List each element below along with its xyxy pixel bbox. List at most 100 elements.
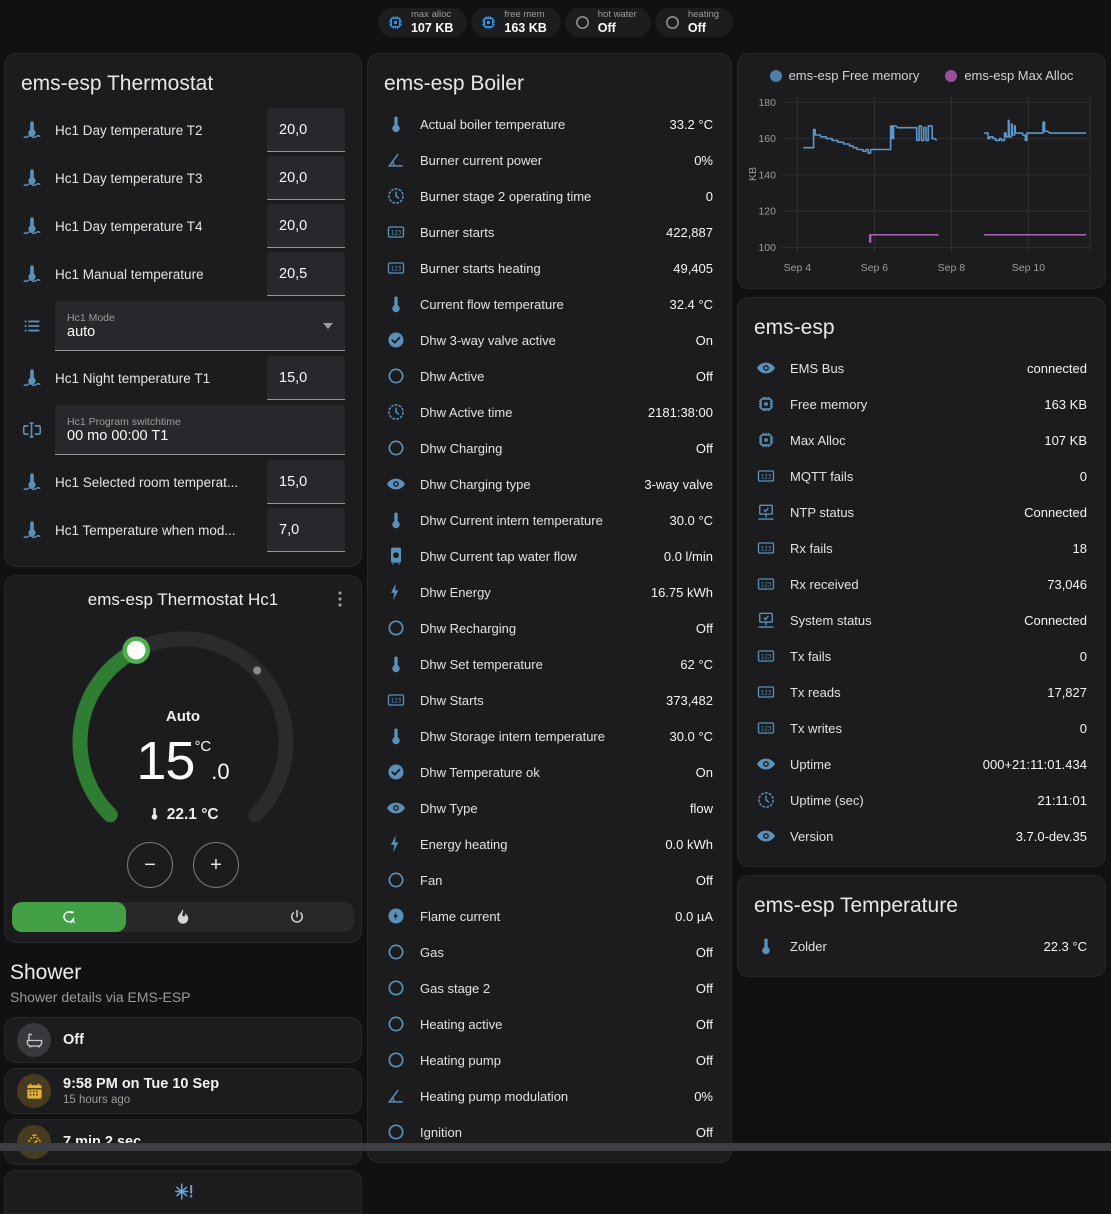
boiler-row[interactable]: Heating active Off [368, 1006, 731, 1042]
boiler-row[interactable]: Dhw Temperature ok On [368, 754, 731, 790]
ems-row[interactable]: 123 Rx received 73,046 [738, 566, 1105, 602]
memory-history-chart[interactable]: 100 120 140 160 180 Sep 4 Sep 6 Sep 8 Sep 10 KB [746, 89, 1097, 277]
ems-row[interactable]: Free memory 163 KB [738, 386, 1105, 422]
row-label: Current flow temperature [420, 296, 564, 312]
boiler-row[interactable]: Dhw Active Off [368, 358, 731, 394]
boiler-row[interactable]: Energy heating 0.0 kWh [368, 826, 731, 862]
thermostat-row[interactable]: Hc1 Day temperature T4 20,0 [5, 202, 361, 250]
row-label: Dhw Active [420, 368, 485, 384]
shower-tile[interactable]: 7 min 2 sec [4, 1119, 362, 1165]
dial-arc[interactable] [18, 612, 348, 874]
boiler-row[interactable]: Flame current 0.0 µA [368, 898, 731, 934]
ems-row[interactable]: Version 3.7.0-dev.35 [738, 818, 1105, 854]
boiler-row[interactable]: Dhw Active time 2181:38:00 [368, 394, 731, 430]
tile-icon-wrap [17, 1074, 51, 1108]
temperature-row[interactable]: Zolder 22.3 °C [738, 928, 1105, 964]
legend-item[interactable]: ems-esp Max Alloc [945, 68, 1073, 83]
thermostat-row[interactable]: Hc1 Temperature when mod... 7,0 [5, 506, 361, 554]
ems-row[interactable]: 123 MQTT fails 0 [738, 458, 1105, 494]
thermometer-water-icon [21, 519, 43, 541]
memory-history-chart-card: ems-esp Free memory ems-esp Max Alloc 100… [737, 53, 1106, 289]
dots-vertical-icon[interactable] [329, 588, 351, 610]
boiler-row[interactable]: Burner stage 2 operating time 0 [368, 178, 731, 214]
text-input[interactable]: Hc1 Program switchtime 00 mo 00:00 T1 [55, 405, 345, 455]
boiler-row[interactable]: Current flow temperature 32.4 °C [368, 286, 731, 322]
row-value: 32.4 °C [669, 296, 713, 312]
boiler-row[interactable]: Gas stage 2 Off [368, 970, 731, 1006]
thermostat-row[interactable]: Hc1 Day temperature T3 20,0 [5, 154, 361, 202]
row-value: 73,046 [1047, 576, 1087, 592]
row-label: Dhw Current intern temperature [420, 512, 603, 528]
thermostat-row[interactable]: Hc1 Mode auto [5, 298, 361, 354]
clock-icon [386, 402, 406, 422]
number-input[interactable]: 15,0 [267, 460, 345, 504]
boiler-row[interactable]: Gas Off [368, 934, 731, 970]
network-icon [756, 610, 776, 630]
ems-row[interactable]: Max Alloc 107 KB [738, 422, 1105, 458]
boiler-row[interactable]: Dhw Charging type 3-way valve [368, 466, 731, 502]
ems-row[interactable]: System status Connected [738, 602, 1105, 638]
ems-row[interactable]: Uptime (sec) 21:11:01 [738, 782, 1105, 818]
number-input[interactable]: 20,5 [267, 252, 345, 296]
row-label: Hc1 Night temperature T1 [55, 370, 211, 386]
field-value: auto [67, 323, 96, 340]
number-input[interactable]: 20,0 [267, 204, 345, 248]
boiler-row[interactable]: Dhw Current tap water flow 0.0 l/min [368, 538, 731, 574]
boiler-row[interactable]: 123 Burner starts 422,887 [368, 214, 731, 250]
number-input[interactable]: 20,0 [267, 156, 345, 200]
ems-row[interactable]: 123 Rx fails 18 [738, 530, 1105, 566]
boiler-row[interactable]: Actual boiler temperature 33.2 °C [368, 106, 731, 142]
badge-label: heating [687, 8, 720, 20]
boiler-row[interactable]: Dhw 3-way valve active On [368, 322, 731, 358]
row-value: Connected [1024, 504, 1087, 520]
boiler-row[interactable]: Fan Off [368, 862, 731, 898]
svg-text:Sep 8: Sep 8 [938, 262, 966, 274]
number-input[interactable]: 20,0 [267, 108, 345, 152]
shower-cold-water-tile[interactable] [4, 1170, 362, 1214]
boiler-row[interactable]: Dhw Storage intern temperature 30.0 °C [368, 718, 731, 754]
boiler-row[interactable]: Dhw Recharging Off [368, 610, 731, 646]
shower-tile[interactable]: Off [4, 1017, 362, 1063]
ems-row[interactable]: Uptime 000+21:11:01.434 [738, 746, 1105, 782]
horizontal-scrollbar[interactable] [0, 1143, 1111, 1151]
thermostat-card-title: ems-esp Thermostat [21, 72, 214, 95]
shower-tile[interactable]: 9:58 PM on Tue 10 Sep 15 hours ago [4, 1068, 362, 1114]
boiler-row[interactable]: Dhw Energy 16.75 kWh [368, 574, 731, 610]
thermostat-row[interactable]: Hc1 Program switchtime 00 mo 00:00 T1 [5, 402, 361, 458]
row-value: On [695, 764, 713, 780]
boiler-row[interactable]: Ignition Off [368, 1114, 731, 1150]
thermostat-row[interactable]: Hc1 Night temperature T1 15,0 [5, 354, 361, 402]
thermostat-row[interactable]: Hc1 Selected room temperat... 15,0 [5, 458, 361, 506]
boiler-row[interactable]: Heating pump modulation 0% [368, 1078, 731, 1114]
svg-text:180: 180 [758, 97, 776, 109]
boiler-row[interactable]: 123 Dhw Starts 373,482 [368, 682, 731, 718]
mode-off-button[interactable] [240, 902, 354, 932]
ems-row[interactable]: 123 Tx reads 17,827 [738, 674, 1105, 710]
ems-row[interactable]: EMS Bus connected [738, 350, 1105, 386]
thermostat-row[interactable]: Hc1 Manual temperature 20,5 [5, 250, 361, 298]
boiler-row[interactable]: Burner current power 0% [368, 142, 731, 178]
boiler-row[interactable]: Dhw Charging Off [368, 430, 731, 466]
mode-auto-button[interactable]: A [12, 902, 126, 932]
badge-hot-water[interactable]: hot water Off [564, 8, 651, 37]
decrease-temperature-button[interactable]: − [127, 842, 173, 888]
boiler-row[interactable]: Dhw Set temperature 62 °C [368, 646, 731, 682]
badge-max-alloc[interactable]: max alloc 107 KB [377, 8, 468, 37]
ems-row[interactable]: 123 Tx fails 0 [738, 638, 1105, 674]
ems-row[interactable]: NTP status Connected [738, 494, 1105, 530]
boiler-row[interactable]: Dhw Current intern temperature 30.0 °C [368, 502, 731, 538]
badge-heating[interactable]: heating Off [654, 8, 734, 37]
number-input[interactable]: 7,0 [267, 508, 345, 552]
boiler-row[interactable]: Dhw Type flow [368, 790, 731, 826]
boiler-row[interactable]: 123 Burner starts heating 49,405 [368, 250, 731, 286]
thermostat-row[interactable]: Hc1 Day temperature T2 20,0 [5, 106, 361, 154]
ems-row[interactable]: 123 Tx writes 0 [738, 710, 1105, 746]
row-value: 0 [705, 188, 713, 204]
mode-select[interactable]: Hc1 Mode auto [55, 301, 345, 351]
number-input[interactable]: 15,0 [267, 356, 345, 400]
boiler-row[interactable]: Heating pump Off [368, 1042, 731, 1078]
legend-item[interactable]: ems-esp Free memory [769, 68, 919, 83]
mode-heat-button[interactable] [126, 902, 240, 932]
badge-free-mem[interactable]: free mem 163 KB [471, 8, 561, 37]
increase-temperature-button[interactable]: + [193, 842, 239, 888]
